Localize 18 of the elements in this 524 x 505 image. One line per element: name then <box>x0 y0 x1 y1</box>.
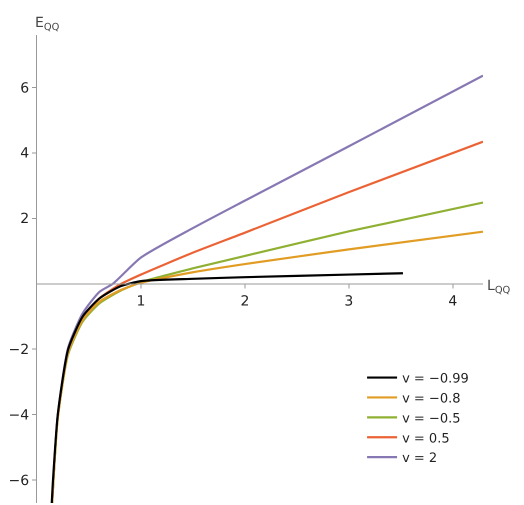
line-series <box>50 272 404 503</box>
legend-label: v = 0.5 <box>402 431 450 446</box>
legend-label: v = −0.5 <box>402 411 460 426</box>
legend-label: v = 2 <box>402 451 438 466</box>
x-tick-label: 3 <box>344 294 354 310</box>
y-tick-label: −6 <box>8 472 30 489</box>
x-tick-label: 4 <box>448 294 458 310</box>
y-tick-label: 6 <box>20 80 30 96</box>
legend-label: v = −0.8 <box>402 392 460 407</box>
x-tick-label: 2 <box>240 294 250 310</box>
y-tick-label: −4 <box>8 408 30 424</box>
y-tick-label: −2 <box>8 342 30 358</box>
y-tick-label: 2 <box>20 211 30 228</box>
x-tick-label: 1 <box>136 294 146 310</box>
legend-label: v = −0.99 <box>402 372 469 387</box>
y-tick-label: 4 <box>20 146 30 162</box>
x-axis-title: L$_{QQ}$ <box>487 278 511 296</box>
y-axis-title: E$_{QQ}$ <box>35 15 60 33</box>
